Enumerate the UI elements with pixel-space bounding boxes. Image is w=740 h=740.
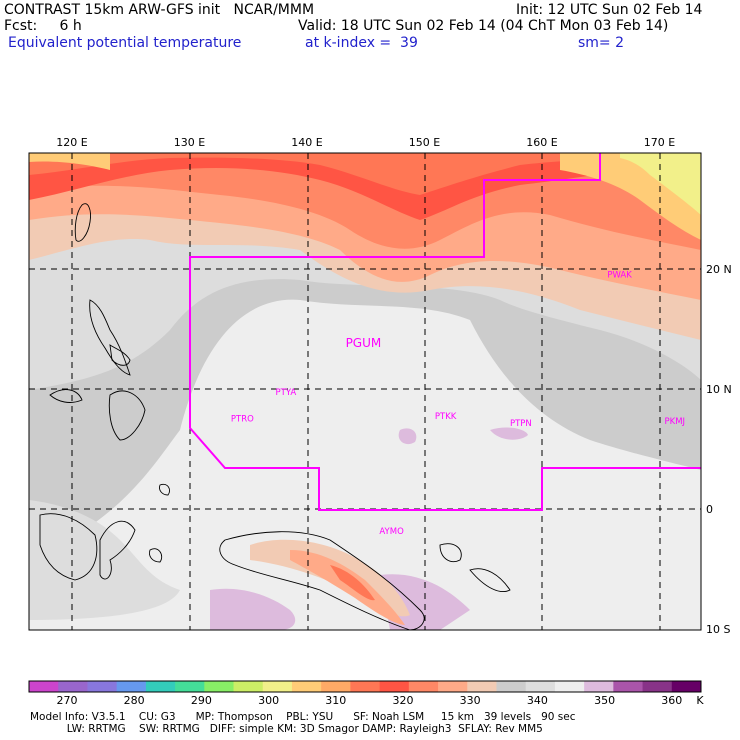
colorbar-swatch (350, 681, 381, 692)
header-line1-left: CONTRAST 15km ARW-GFS init NCAR/MMM (4, 2, 315, 18)
colorbar-frame (28, 680, 702, 693)
colorbar: 270 280 290 300 310 320 330 340 350 360 K (28, 680, 704, 707)
colorbar-label: 290 (191, 694, 212, 707)
colorbar-swatch (525, 681, 556, 692)
header-line2-left: Fcst: 6 h (4, 18, 82, 34)
station-label: PTKK (435, 412, 457, 422)
station-label: PTYA (276, 388, 297, 398)
smoothing-label: sm= 2 (578, 35, 625, 51)
colorbar-swatch (584, 681, 614, 692)
lat-label: 10 N (706, 383, 732, 396)
footer-line1: Model Info: V3.5.1 CU: G3 MP: Thompson P… (30, 711, 576, 723)
level-label: at k-index = 39 (305, 35, 418, 51)
colorbar-swatch (87, 681, 118, 692)
colorbar-swatch (291, 681, 322, 692)
station-label: PKMJ (665, 417, 686, 427)
colorbar-swatch (671, 681, 702, 692)
region-boundary (189, 153, 701, 511)
colorbar-label: 350 (594, 694, 615, 707)
colorbar-swatch (379, 681, 410, 692)
colorbar-label: 340 (527, 694, 548, 707)
station-label: PTRO (231, 414, 254, 424)
colorbar-swatch (496, 681, 527, 692)
colorbar-swatch (204, 681, 235, 692)
station-layer: PGUM PTYA PTRO PTKK PTPN PKMJ PWAK AYMO (231, 270, 685, 537)
colorbar-swatch (145, 681, 176, 692)
lon-label: 170 E (644, 136, 675, 149)
station-label: PWAK (607, 270, 632, 280)
footer-line2: LW: RRTMG SW: RRTMG DIFF: simple KM: 3D … (30, 723, 543, 735)
lat-label: 10 S (706, 623, 730, 636)
colorbar-swatch (408, 681, 439, 692)
colorbar-swatch (321, 681, 351, 692)
colorbar-label: 320 (392, 694, 413, 707)
station-label: PGUM (346, 336, 382, 350)
lon-label: 140 E (291, 136, 322, 149)
lon-label: 160 E (526, 136, 557, 149)
colorbar-label: 280 (124, 694, 145, 707)
station-label: PTPN (510, 419, 532, 429)
colorbar-unit: K (696, 694, 704, 707)
colorbar-swatch (554, 681, 585, 692)
colorbar-swatch (116, 681, 147, 692)
lon-label: 130 E (174, 136, 205, 149)
colorbar-swatch (613, 681, 644, 692)
colorbar-label: 300 (258, 694, 279, 707)
lon-label: 120 E (56, 136, 87, 149)
colorbar-swatch (233, 681, 264, 692)
lat-label: 0 (706, 503, 713, 516)
colorbar-swatch (29, 681, 59, 692)
map-frame (28, 152, 702, 631)
colorbar-swatch (467, 681, 497, 692)
colorbar-label: 270 (56, 694, 77, 707)
lon-label: 150 E (409, 136, 440, 149)
colorbar-swatch (438, 681, 468, 692)
header-line2-right: Valid: 18 UTC Sun 02 Feb 14 (04 ChT Mon … (298, 18, 669, 34)
theta-e-field (29, 153, 701, 630)
axis-labels: 120 E 130 E 140 E 150 E 160 E 170 E 20 N 10 N 0 1… (56, 136, 731, 636)
lat-label: 20 N (706, 263, 732, 276)
colorbar-swatch (175, 681, 205, 692)
header-line1-right: Init: 12 UTC Sun 02 Feb 14 (516, 2, 703, 18)
field-title: Equivalent potential temperature (8, 35, 242, 51)
colorbar-label: 310 (325, 694, 346, 707)
colorbar-swatch (642, 681, 673, 692)
colorbar-swatch (262, 681, 293, 692)
colorbar-swatch (58, 681, 88, 692)
colorbar-label: 330 (460, 694, 481, 707)
colorbar-label: 360 (661, 694, 682, 707)
station-label: AYMO (379, 527, 404, 537)
